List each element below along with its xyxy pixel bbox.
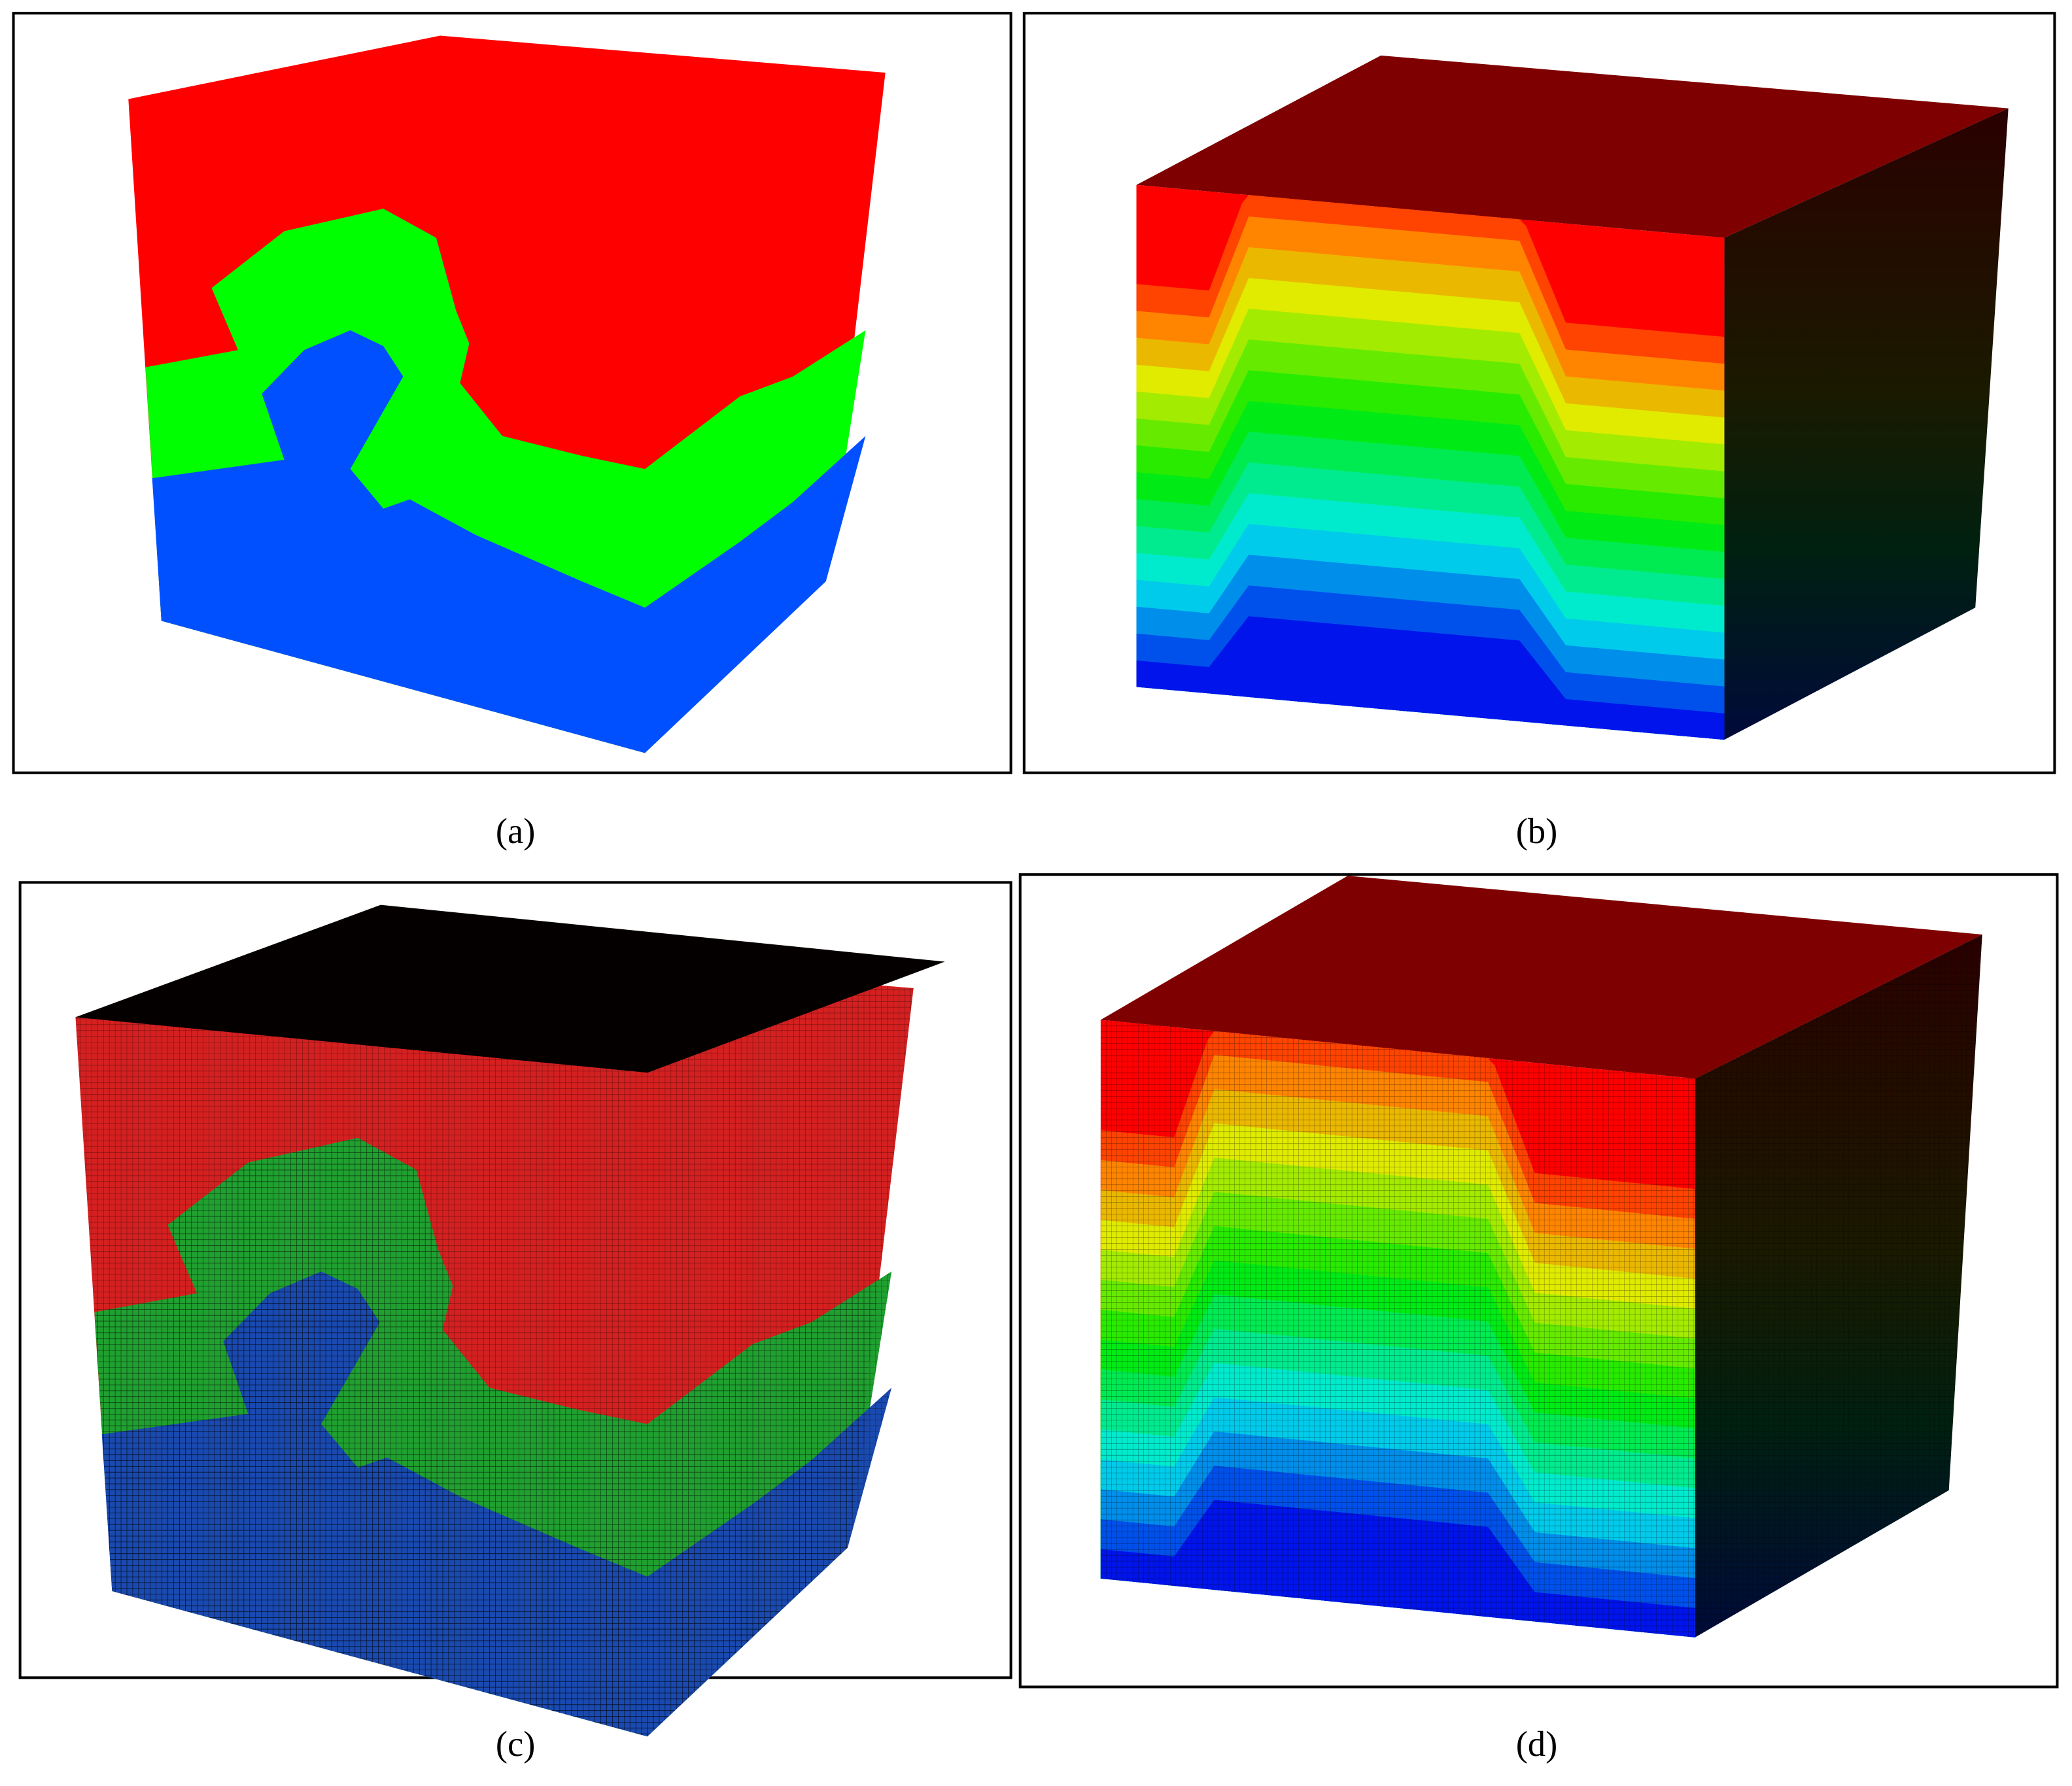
- model-d: [1100, 876, 1982, 1638]
- model-c: [75, 904, 945, 1737]
- panel-label: (b): [1516, 811, 1558, 851]
- panel-label: (a): [496, 811, 536, 851]
- model-b: [1136, 55, 2009, 740]
- panel-label: (c): [496, 1724, 536, 1764]
- panel-label: (d): [1516, 1724, 1558, 1764]
